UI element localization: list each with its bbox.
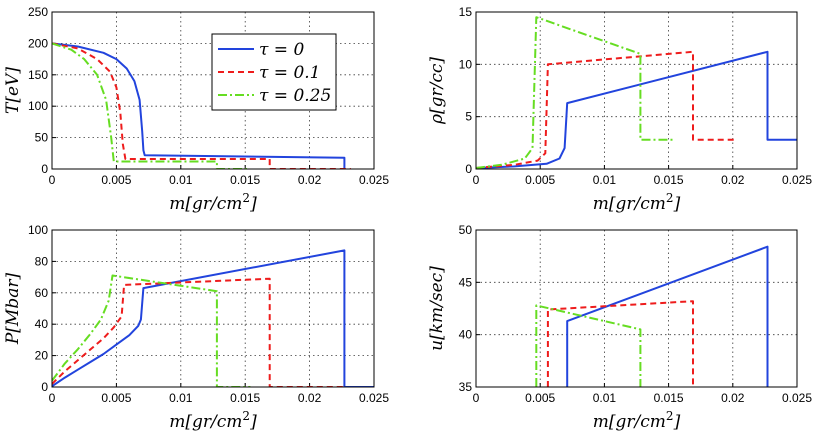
y-tick-label: 100 xyxy=(28,99,48,113)
x-tick-label: 0.005 xyxy=(101,173,131,187)
y-axis-label: T[eV] xyxy=(3,67,23,114)
legend-label-tau-0.25: τ = 0.25 xyxy=(259,86,331,106)
y-axis-label: u[km/sec] xyxy=(427,266,447,351)
y-tick-label: 20 xyxy=(35,349,49,363)
x-tick-label: 0.02 xyxy=(298,391,322,405)
x-tick-label: 0 xyxy=(473,173,480,187)
y-tick-label: 40 xyxy=(459,328,473,342)
x-tick-label: 0.025 xyxy=(782,391,812,405)
y-tick-label: 0 xyxy=(41,380,48,394)
x-tick-label: 0.015 xyxy=(654,173,684,187)
panel-rho: 0 0.005 0.01 0.015 0.02 0.025 0 5 10 15 m[gr/cm2]m… xyxy=(427,5,812,214)
series-line-tau-0.25 xyxy=(52,274,251,387)
series-line-tau-0 xyxy=(52,42,346,169)
y-tick-label: 250 xyxy=(28,5,48,19)
y-tick-label: 150 xyxy=(28,68,48,82)
y-tick-label: 100 xyxy=(28,223,48,237)
x-tick-label: 0.015 xyxy=(230,173,260,187)
x-tick-label: 0.01 xyxy=(593,391,617,405)
legend-label-tau-0.1: τ = 0.1 xyxy=(259,63,321,83)
series-line-tau-0.25 xyxy=(52,42,248,169)
series-line-tau-0 xyxy=(566,245,769,387)
y-tick-label: 40 xyxy=(35,317,49,331)
x-tick-label: 0.025 xyxy=(359,391,389,405)
series-line-tau-0.1 xyxy=(476,50,735,169)
x-tick-label: 0 xyxy=(473,391,480,405)
y-tick-label: 200 xyxy=(28,36,48,50)
axes-frame xyxy=(475,229,798,388)
x-axis-label: m[gr/cm2]m[gr/cm2] xyxy=(169,409,257,432)
axes-frame xyxy=(51,229,375,388)
x-tick-label: 0.025 xyxy=(359,173,389,187)
x-tick-label: 0.005 xyxy=(525,173,555,187)
y-tick-label: 45 xyxy=(459,275,473,289)
x-tick-label: 0.02 xyxy=(298,173,322,187)
y-tick-label: 0 xyxy=(465,162,472,176)
x-tick-label: 0.01 xyxy=(169,391,193,405)
y-tick-label: 5 xyxy=(465,110,472,124)
x-axis-label: m[gr/cm2]m[gr/cm2] xyxy=(593,191,681,214)
x-tick-label: 0.01 xyxy=(169,173,193,187)
series-line-tau-0.25 xyxy=(535,304,642,387)
series-line-tau-0.1 xyxy=(52,277,346,387)
x-tick-label: 0.025 xyxy=(782,173,812,187)
y-axis-label: ρ[gr/cc] xyxy=(427,57,447,125)
x-tick-label: 0.02 xyxy=(721,173,745,187)
legend: τ = 0 τ = 0.1 τ = 0.25 xyxy=(211,33,337,111)
series-line-tau-0 xyxy=(476,50,797,169)
y-tick-label: 10 xyxy=(459,57,473,71)
y-tick-label: 50 xyxy=(459,223,473,237)
x-tick-label: 0.02 xyxy=(721,391,745,405)
legend-label-tau-0: τ = 0 xyxy=(259,40,304,60)
axes-frame xyxy=(51,11,375,170)
y-tick-label: 50 xyxy=(35,131,49,145)
x-tick-label: 0.005 xyxy=(101,391,131,405)
series-line-tau-0.25 xyxy=(476,16,673,169)
y-tick-label: 35 xyxy=(459,380,473,394)
y-axis-label: P[Mbar] xyxy=(3,272,23,345)
panel-P: 0 0.005 0.01 0.015 0.02 0.025 0 20 40 60 80 100 m[gr… xyxy=(3,223,389,432)
y-tick-label: 0 xyxy=(41,162,48,176)
series-line-tau-0 xyxy=(52,249,374,387)
x-tick-label: 0.005 xyxy=(525,391,555,405)
x-tick-label: 0.01 xyxy=(593,173,617,187)
x-axis-label: m[gr/cm2]m[gr/cm2] xyxy=(593,409,681,432)
x-tick-label: 0.015 xyxy=(654,391,684,405)
y-tick-label: 60 xyxy=(35,286,49,300)
series-line-tau-0.1 xyxy=(546,300,694,387)
x-tick-label: 0 xyxy=(49,391,56,405)
x-tick-label: 0.015 xyxy=(230,391,260,405)
panel-T: 0 0.005 0.01 0.015 0.02 0.025 0 50 100 150 200 250 m… xyxy=(3,5,389,214)
y-tick-label: 80 xyxy=(35,254,49,268)
panel-u: 0 0.005 0.01 0.015 0.02 0.025 35 40 45 50 m[gr/cm2… xyxy=(427,223,812,432)
x-axis-label: m[gr/cm2]m[gr/cm2] xyxy=(169,191,257,214)
series-line-tau-0.1 xyxy=(52,42,351,169)
x-tick-label: 0 xyxy=(49,173,56,187)
y-tick-label: 15 xyxy=(459,5,473,19)
axes-frame xyxy=(475,11,798,170)
